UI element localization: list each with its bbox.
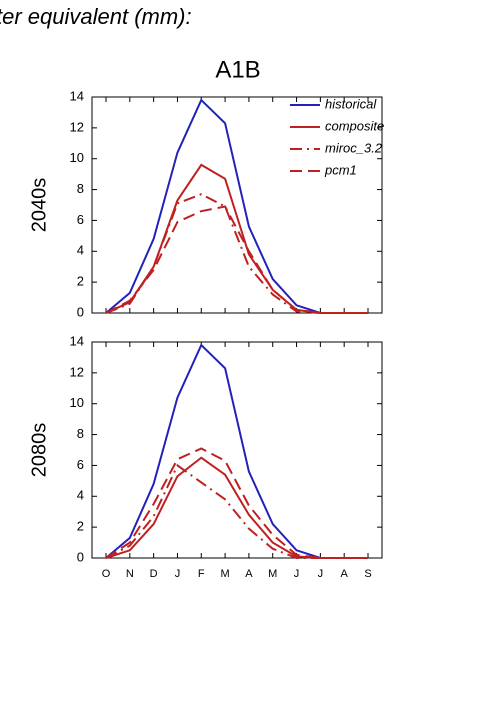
y-axis-label: 2040s xyxy=(28,178,50,233)
y-tick-label: 8 xyxy=(77,181,84,196)
plot-frame xyxy=(91,96,383,314)
series-line xyxy=(105,193,368,314)
legend-label: historical xyxy=(325,96,377,111)
y-tick-label: 10 xyxy=(70,150,84,165)
series-line xyxy=(105,205,368,314)
y-tick-label: 2 xyxy=(77,519,84,534)
y-tick-label: 8 xyxy=(77,426,84,441)
x-tick-label: O xyxy=(102,568,111,580)
y-tick-label: 6 xyxy=(77,457,84,472)
y-tick-label: 0 xyxy=(77,549,84,564)
x-tick-label: N xyxy=(126,568,134,580)
y-tick-label: 2 xyxy=(77,274,84,289)
series-line xyxy=(105,447,368,559)
legend-label: miroc_3.2 xyxy=(325,140,383,155)
plot-frame xyxy=(91,341,383,559)
y-tick-label: 12 xyxy=(70,364,84,379)
x-tick-label: S xyxy=(364,568,371,580)
x-tick-label: M xyxy=(221,568,230,580)
y-tick-label: 4 xyxy=(77,243,84,258)
x-tick-label: J xyxy=(175,568,181,580)
x-tick-label: A xyxy=(341,568,349,580)
header: ter equivalent (mm): xyxy=(0,4,192,29)
y-tick-label: 0 xyxy=(77,304,84,319)
legend-label: pcm1 xyxy=(324,162,357,177)
y-axis-label: 2080s xyxy=(28,423,50,478)
y-tick-label: 4 xyxy=(77,488,84,503)
y-tick-label: 12 xyxy=(70,119,84,134)
x-tick-label: D xyxy=(150,568,158,580)
series-line xyxy=(105,463,368,559)
y-tick-label: 14 xyxy=(70,333,84,348)
series-line xyxy=(105,456,368,559)
legend-label: composite xyxy=(325,118,384,133)
x-tick-label: J xyxy=(318,568,324,580)
y-tick-label: 6 xyxy=(77,212,84,227)
chart-title: A1B xyxy=(215,56,260,83)
y-tick-label: 14 xyxy=(70,88,84,103)
x-tick-label: F xyxy=(198,568,205,580)
x-tick-label: A xyxy=(245,568,253,580)
x-tick-label: M xyxy=(268,568,277,580)
x-tick-label: J xyxy=(294,568,300,580)
y-tick-label: 10 xyxy=(70,395,84,410)
